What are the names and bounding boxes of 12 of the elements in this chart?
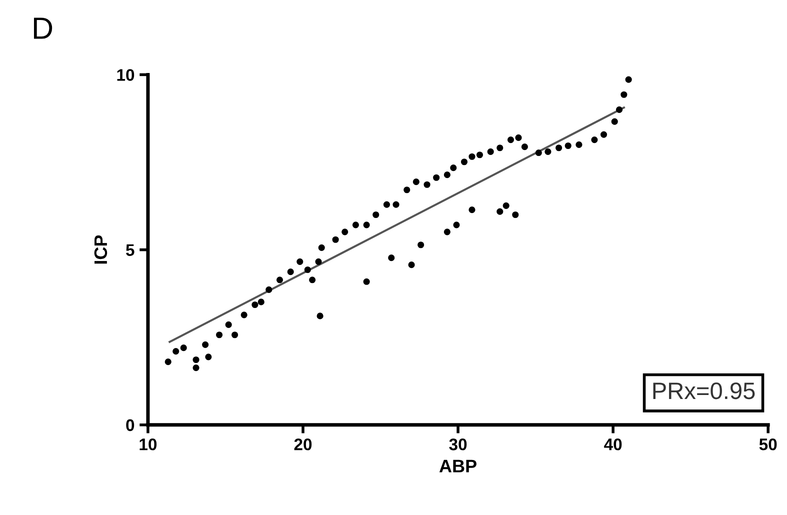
annotation: PRx=0.95 [653,382,755,400]
x-axis-title: ABP [439,460,476,472]
chart-title: D [34,18,52,39]
x-tick-label: 40 [604,438,622,450]
y-tick-label: 5 [126,244,134,256]
y-tick-label: 0 [126,419,134,432]
x-tick-label: 30 [449,438,467,450]
x-tick-label: 10 [140,438,157,450]
x-tick-label: 20 [294,438,312,450]
y-tick-label: 10 [117,69,134,81]
x-tick-label: 50 [759,438,777,450]
y-axis-title: ICP [94,235,108,264]
